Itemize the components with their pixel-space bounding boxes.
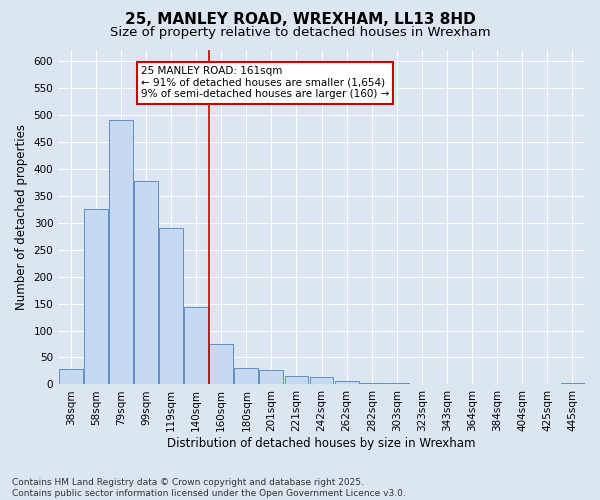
Bar [360,383,383,384]
Text: Size of property relative to detached houses in Wrexham: Size of property relative to detached ho… [110,26,490,39]
Bar [184,308,208,384]
Bar [134,180,158,384]
Bar [109,120,133,384]
Bar [59,370,83,384]
Bar [209,344,233,385]
Text: 25, MANLEY ROAD, WREXHAM, LL13 8HD: 25, MANLEY ROAD, WREXHAM, LL13 8HD [125,12,475,28]
Bar [310,378,334,384]
Text: Contains HM Land Registry data © Crown copyright and database right 2025.
Contai: Contains HM Land Registry data © Crown c… [12,478,406,498]
Bar [259,370,283,384]
X-axis label: Distribution of detached houses by size in Wrexham: Distribution of detached houses by size … [167,437,476,450]
Y-axis label: Number of detached properties: Number of detached properties [15,124,28,310]
Bar [235,368,258,384]
Bar [159,228,183,384]
Bar [284,376,308,384]
Bar [84,209,108,384]
Bar [335,381,359,384]
Text: 25 MANLEY ROAD: 161sqm
← 91% of detached houses are smaller (1,654)
9% of semi-d: 25 MANLEY ROAD: 161sqm ← 91% of detached… [141,66,389,100]
Bar [385,383,409,384]
